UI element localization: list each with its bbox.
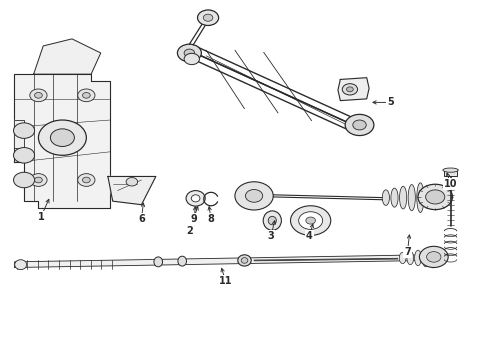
Text: 3: 3 — [267, 231, 274, 242]
Circle shape — [14, 172, 35, 188]
Circle shape — [305, 217, 315, 224]
Circle shape — [35, 93, 42, 98]
Circle shape — [352, 120, 366, 130]
Circle shape — [82, 93, 90, 98]
Ellipse shape — [422, 249, 428, 267]
Ellipse shape — [154, 257, 162, 267]
Text: 10: 10 — [443, 179, 456, 189]
Circle shape — [197, 10, 218, 26]
Circle shape — [298, 212, 322, 229]
Text: 4: 4 — [305, 231, 312, 242]
Circle shape — [290, 206, 330, 235]
Circle shape — [30, 174, 47, 186]
Text: 11: 11 — [218, 275, 232, 285]
Bar — [443, 170, 456, 176]
Text: 5: 5 — [386, 98, 393, 107]
Polygon shape — [15, 120, 24, 148]
Circle shape — [346, 87, 352, 92]
Circle shape — [345, 114, 373, 136]
Ellipse shape — [407, 185, 414, 211]
Text: 9: 9 — [190, 214, 197, 224]
Circle shape — [126, 177, 137, 186]
Circle shape — [426, 252, 440, 262]
Text: 1: 1 — [38, 212, 44, 222]
Circle shape — [39, 120, 86, 155]
Circle shape — [14, 148, 35, 163]
Ellipse shape — [237, 255, 251, 266]
Polygon shape — [108, 176, 156, 205]
Polygon shape — [15, 255, 426, 267]
Ellipse shape — [399, 252, 405, 264]
Circle shape — [82, 177, 90, 183]
Circle shape — [425, 190, 444, 204]
Ellipse shape — [406, 251, 413, 265]
Circle shape — [342, 84, 357, 95]
Text: 7: 7 — [403, 247, 410, 257]
Circle shape — [35, 177, 42, 183]
Text: 8: 8 — [207, 214, 214, 224]
Text: 2: 2 — [185, 226, 192, 236]
Circle shape — [78, 89, 95, 102]
Ellipse shape — [185, 190, 205, 206]
Ellipse shape — [268, 216, 276, 225]
Circle shape — [78, 174, 95, 186]
Polygon shape — [337, 78, 368, 100]
Ellipse shape — [263, 211, 281, 230]
Circle shape — [177, 44, 201, 62]
Ellipse shape — [390, 188, 397, 207]
Circle shape — [50, 129, 74, 147]
Circle shape — [245, 189, 262, 202]
Ellipse shape — [414, 250, 421, 266]
Polygon shape — [34, 39, 101, 74]
Ellipse shape — [442, 168, 457, 172]
Circle shape — [184, 53, 199, 65]
Ellipse shape — [382, 190, 388, 206]
Ellipse shape — [416, 183, 423, 212]
Ellipse shape — [399, 186, 406, 209]
Circle shape — [14, 123, 35, 138]
Circle shape — [203, 14, 212, 21]
Ellipse shape — [178, 256, 186, 266]
Circle shape — [417, 184, 451, 210]
Circle shape — [234, 182, 273, 210]
Circle shape — [184, 49, 194, 57]
Ellipse shape — [429, 248, 436, 268]
Circle shape — [30, 89, 47, 102]
Ellipse shape — [191, 195, 200, 202]
Polygon shape — [15, 74, 110, 208]
Ellipse shape — [15, 260, 27, 270]
Circle shape — [419, 246, 447, 267]
Text: 6: 6 — [138, 214, 144, 224]
Ellipse shape — [241, 258, 247, 263]
